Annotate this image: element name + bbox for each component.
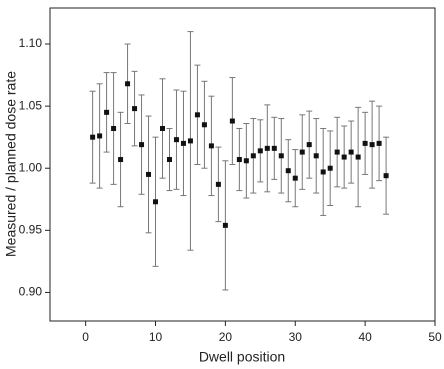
point bbox=[201, 122, 207, 128]
point bbox=[215, 181, 221, 187]
point bbox=[369, 142, 375, 148]
x-tick-label: 20 bbox=[219, 330, 233, 344]
point bbox=[334, 149, 340, 155]
point bbox=[118, 157, 124, 163]
point bbox=[327, 165, 333, 171]
point bbox=[208, 143, 214, 149]
point bbox=[264, 145, 270, 151]
y-tick-label: 0.90 bbox=[19, 285, 43, 299]
point bbox=[271, 145, 277, 151]
point bbox=[285, 168, 291, 174]
point bbox=[180, 140, 186, 146]
plot-frame bbox=[49, 7, 436, 322]
y-tick-label: 1.05 bbox=[19, 98, 43, 112]
point bbox=[229, 118, 235, 124]
point bbox=[320, 169, 326, 175]
point bbox=[125, 81, 131, 87]
point bbox=[153, 199, 159, 205]
point bbox=[139, 142, 145, 148]
x-axis-title: Dwell position bbox=[199, 349, 285, 365]
point bbox=[257, 148, 263, 154]
point bbox=[292, 175, 298, 181]
point bbox=[132, 106, 138, 112]
point bbox=[104, 109, 110, 115]
point bbox=[97, 133, 103, 139]
point bbox=[348, 149, 354, 155]
point bbox=[187, 138, 193, 144]
point bbox=[313, 153, 319, 159]
point bbox=[236, 157, 242, 163]
point bbox=[173, 137, 179, 143]
point bbox=[90, 134, 96, 140]
point bbox=[111, 125, 117, 131]
point bbox=[376, 140, 382, 146]
x-tick-label: 0 bbox=[82, 330, 89, 344]
x-tick-label: 30 bbox=[289, 330, 303, 344]
x-tick-label: 10 bbox=[149, 330, 163, 344]
y-tick-label: 1.00 bbox=[19, 160, 43, 174]
point bbox=[250, 153, 256, 159]
point bbox=[299, 149, 305, 155]
point bbox=[194, 112, 200, 118]
y-tick-label: 1.10 bbox=[19, 36, 43, 50]
point bbox=[341, 154, 347, 160]
x-tick-label: 40 bbox=[358, 330, 372, 344]
point bbox=[278, 153, 284, 159]
point bbox=[383, 173, 389, 179]
point bbox=[243, 158, 249, 164]
y-tick-label: 0.95 bbox=[19, 223, 43, 237]
point bbox=[306, 142, 312, 148]
x-tick-label: 50 bbox=[428, 330, 442, 344]
point bbox=[222, 222, 228, 228]
point bbox=[146, 171, 152, 177]
y-axis-title: Measured / planned dose rate bbox=[3, 71, 19, 257]
point bbox=[362, 140, 368, 146]
point bbox=[355, 154, 361, 160]
point bbox=[159, 125, 165, 131]
point bbox=[166, 157, 172, 163]
